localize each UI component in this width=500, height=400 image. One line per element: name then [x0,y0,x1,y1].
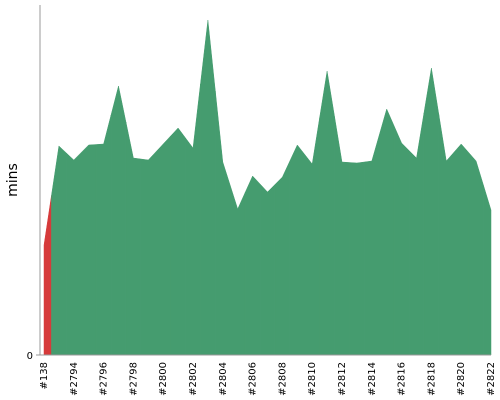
x-tick-label: #2816 [397,362,408,396]
area-segment [95,114,112,356]
area-segment [408,112,425,356]
area-segment [230,185,246,356]
area-segment [393,125,410,356]
x-tick-label: #2802 [188,362,199,396]
x-tick-label: #2798 [128,362,139,396]
area-segment [51,145,67,356]
area-segment [289,144,305,356]
x-tick-label: #2804 [218,362,229,396]
x-tick-label: #2814 [367,362,378,396]
area-segment [155,135,171,356]
x-tick-label: #2808 [277,362,288,396]
area-segment [170,127,186,356]
area-segment [125,121,142,356]
area-segment [274,160,291,356]
x-tick-label: #2796 [99,362,110,396]
x-tick-label: #2810 [307,362,318,396]
area-segment [349,161,365,356]
x-tick-label: #2812 [337,362,348,396]
x-tick-label: #2800 [158,362,169,396]
area-segment [215,90,231,356]
area-segment [364,134,380,356]
area-segment [43,195,52,356]
x-tick-label: #2794 [69,362,80,396]
area-segment [319,70,335,356]
x-tick-label: #2806 [248,362,259,396]
area-segment [423,67,440,356]
area-segment [304,117,320,356]
area-segment [66,151,82,356]
y-tick-label: 0 [27,351,33,362]
area-segment [453,143,469,356]
area-segment [259,183,276,356]
x-tick-label: #2820 [456,362,467,396]
area-segment [334,116,350,356]
area-segment [185,83,201,356]
area-segment [81,144,97,356]
area-segment [438,114,454,356]
area-segment [200,19,216,356]
area-segment [110,85,127,356]
y-axis-label: mins [5,163,21,197]
area-segment [140,151,156,356]
area-segment [244,175,261,356]
area-segment [483,185,492,356]
x-tick-label: #2822 [486,362,497,396]
x-tick-label: #2818 [426,362,437,396]
area-segment [379,108,395,356]
area-segment [468,151,484,356]
x-tick-label: #138 [39,362,50,389]
